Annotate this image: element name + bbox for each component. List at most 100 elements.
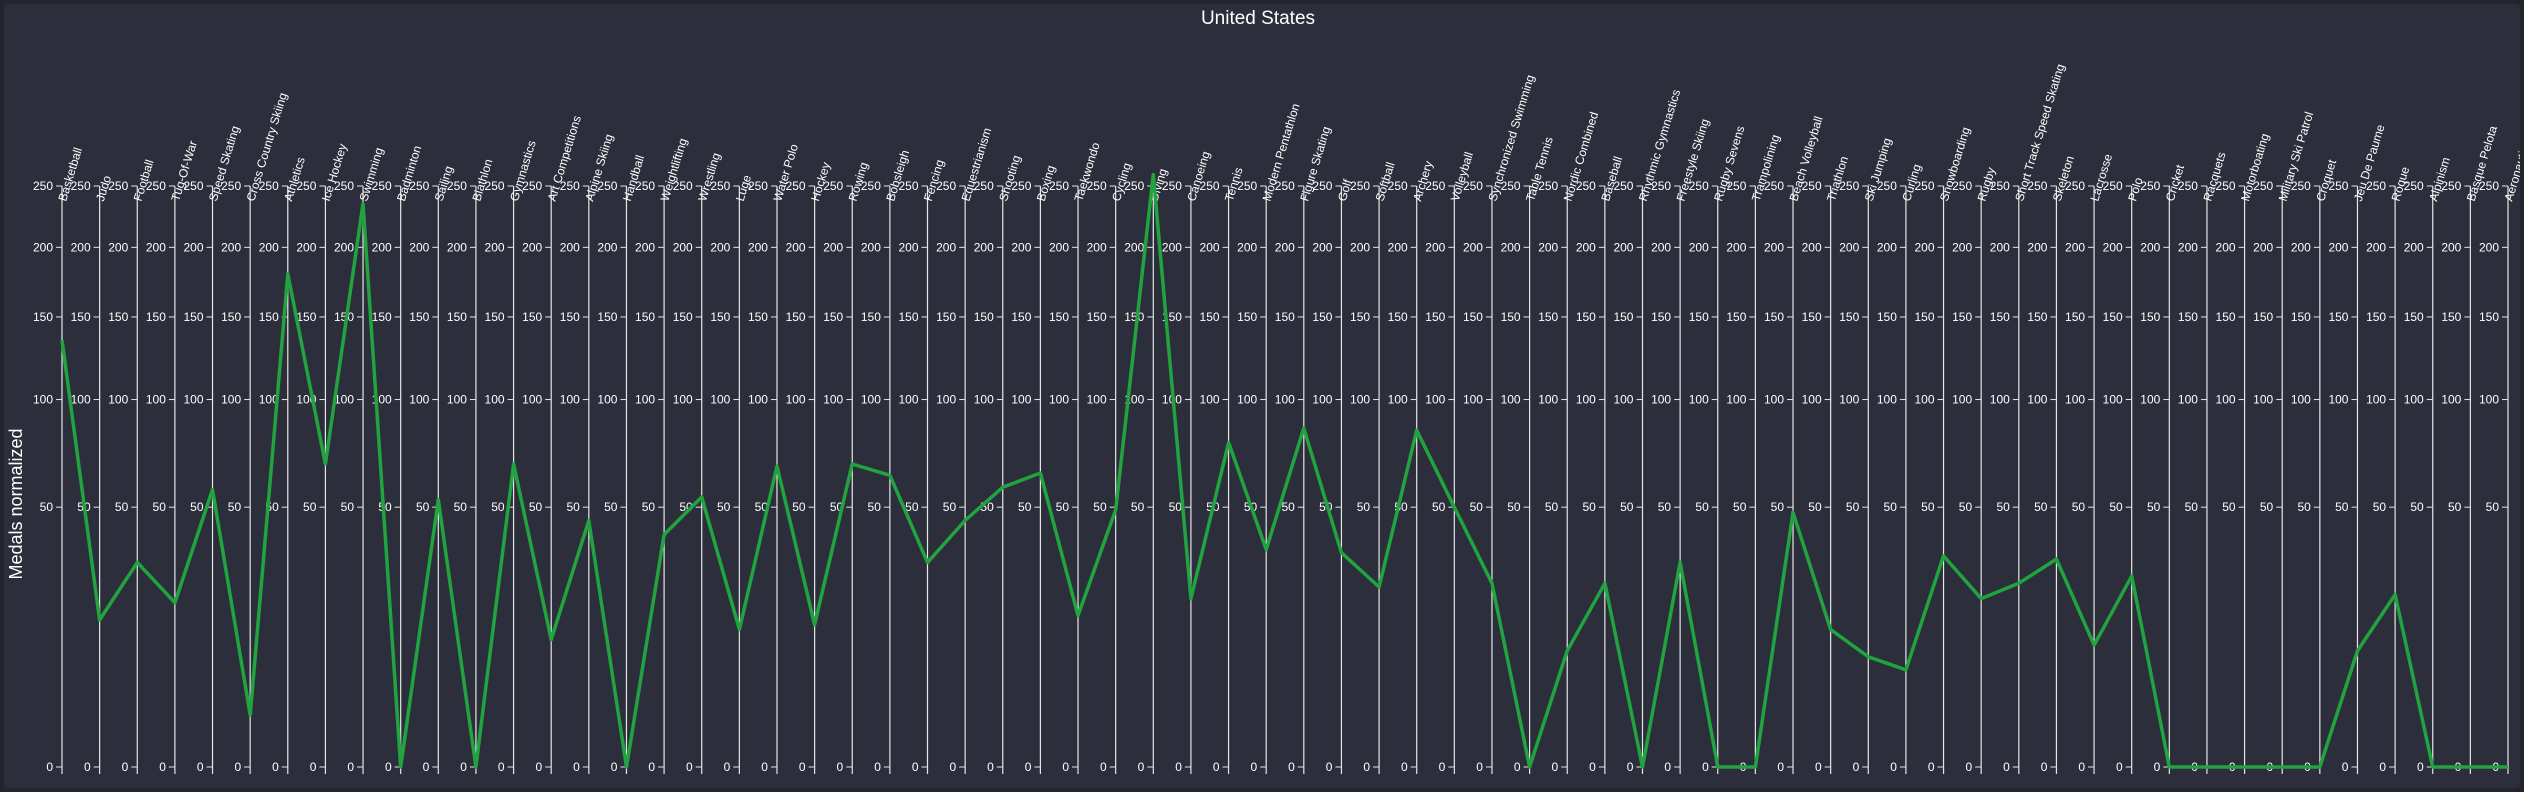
tick-label: 250 <box>1839 179 1859 193</box>
tick-label: 250 <box>1501 179 1521 193</box>
tick-label: 0 <box>837 760 844 774</box>
tick-label: 200 <box>1952 240 1972 254</box>
tick-label: 100 <box>1388 393 1408 407</box>
tick-label: 100 <box>108 393 128 407</box>
tick-label: 0 <box>423 760 430 774</box>
tick-label: 150 <box>1613 310 1633 324</box>
tick-label: 250 <box>898 179 918 193</box>
tick-label: 250 <box>1463 179 1483 193</box>
tick-label: 0 <box>1025 760 1032 774</box>
tick-label: 100 <box>597 393 617 407</box>
parallel-coordinates-chart: United States Medals normalized 0 50 100 15… <box>6 8 2520 774</box>
tick-label: 100 <box>447 393 467 407</box>
tick-label: 0 <box>1476 760 1483 774</box>
tick-label: 200 <box>2065 240 2085 254</box>
tick-label: 200 <box>861 240 881 254</box>
tick-label: 100 <box>409 393 429 407</box>
tick-label: 50 <box>190 500 204 514</box>
tick-label: 0 <box>724 760 731 774</box>
tick-label: 0 <box>1401 760 1408 774</box>
tick-label: 100 <box>1839 393 1859 407</box>
tick-label: 250 <box>748 179 768 193</box>
tick-label: 250 <box>1689 179 1709 193</box>
tick-label: 150 <box>1576 310 1596 324</box>
tick-label: 250 <box>1312 179 1332 193</box>
tick-label: 0 <box>686 760 693 774</box>
tick-label: 200 <box>1162 240 1182 254</box>
axis-27: 0 50 100 150 200 250 Taekwondo <box>1049 140 1103 774</box>
axes-group: 0 50 100 150 200 250 Basketball 0 50 100 150 200 250… <box>33 62 2520 774</box>
category-label: Bobsleigh <box>883 148 912 203</box>
tick-label: 0 <box>2078 760 2085 774</box>
tick-label: 250 <box>1162 179 1182 193</box>
tick-label: 200 <box>1312 240 1332 254</box>
tick-label: 150 <box>1237 310 1257 324</box>
tick-label: 250 <box>1764 179 1784 193</box>
category-label: Golf <box>1335 177 1355 203</box>
tick-label: 50 <box>1545 500 1559 514</box>
tick-label: 200 <box>1915 240 1935 254</box>
tick-label: 50 <box>2410 500 2424 514</box>
tick-label: 150 <box>2441 310 2461 324</box>
tick-label: 100 <box>2479 393 2499 407</box>
tick-label: 50 <box>868 500 882 514</box>
tick-label: 0 <box>84 760 91 774</box>
tick-label: 250 <box>1613 179 1633 193</box>
tick-label: 250 <box>334 179 354 193</box>
tick-label: 0 <box>2417 760 2424 774</box>
series-line-0 <box>60 172 2508 769</box>
tick-label: 50 <box>341 500 355 514</box>
tick-label: 0 <box>347 760 354 774</box>
category-label: Badminton <box>394 144 424 203</box>
tick-label: 0 <box>536 760 543 774</box>
tick-label: 150 <box>447 310 467 324</box>
tick-label: 50 <box>1733 500 1747 514</box>
axis-19: 0 50 100 150 200 250 Water Polo <box>748 142 801 774</box>
tick-label: 250 <box>2479 179 2499 193</box>
tick-label: 100 <box>2441 393 2461 407</box>
tick-label: 0 <box>2379 760 2386 774</box>
tick-label: 250 <box>146 179 166 193</box>
tick-label: 200 <box>2253 240 2273 254</box>
tick-label: 150 <box>33 310 53 324</box>
tick-label: 150 <box>334 310 354 324</box>
tick-label: 250 <box>183 179 203 193</box>
tick-label: 200 <box>183 240 203 254</box>
tick-label: 100 <box>1237 393 1257 407</box>
tick-label: 0 <box>2154 760 2161 774</box>
tick-label: 0 <box>912 760 919 774</box>
tick-label: 250 <box>2103 179 2123 193</box>
tick-label: 50 <box>1357 500 1371 514</box>
tick-label: 100 <box>2328 393 2348 407</box>
tick-label: 200 <box>898 240 918 254</box>
tick-label: 150 <box>597 310 617 324</box>
tick-label: 250 <box>1538 179 1558 193</box>
tick-label: 0 <box>46 760 53 774</box>
tick-label: 250 <box>823 179 843 193</box>
tick-label: 150 <box>1915 310 1935 324</box>
tick-label: 100 <box>1200 393 1220 407</box>
category-label: Volleyball <box>1448 150 1476 203</box>
tick-label: 0 <box>949 760 956 774</box>
tick-label: 100 <box>183 393 203 407</box>
tick-label: 150 <box>786 310 806 324</box>
tick-label: 50 <box>1470 500 1484 514</box>
tick-label: 200 <box>447 240 467 254</box>
tick-label: 150 <box>823 310 843 324</box>
tick-label: 200 <box>1275 240 1295 254</box>
tick-label: 100 <box>2291 393 2311 407</box>
tick-label: 150 <box>2291 310 2311 324</box>
tick-label: 50 <box>416 500 430 514</box>
tick-label: 100 <box>673 393 693 407</box>
tick-label: 50 <box>153 500 167 514</box>
tick-label: 150 <box>2216 310 2236 324</box>
tick-label: 50 <box>2034 500 2048 514</box>
